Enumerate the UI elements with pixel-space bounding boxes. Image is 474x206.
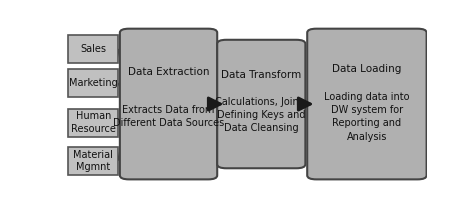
Bar — [68, 35, 118, 63]
FancyBboxPatch shape — [217, 40, 305, 168]
Bar — [68, 109, 118, 137]
Bar — [68, 69, 118, 97]
Text: Human
Resource: Human Resource — [71, 111, 116, 134]
Text: Extracts Data from
Different Data Sources: Extracts Data from Different Data Source… — [113, 105, 224, 128]
Text: Material
Mgmnt: Material Mgmnt — [73, 150, 113, 172]
FancyBboxPatch shape — [120, 29, 217, 179]
Text: Data Extraction: Data Extraction — [128, 67, 210, 77]
Bar — [68, 147, 118, 175]
Text: Data Transform: Data Transform — [221, 70, 301, 81]
Text: Data Loading: Data Loading — [332, 64, 401, 74]
Text: Sales: Sales — [80, 44, 106, 54]
Text: Loading data into
DW system for
Reporting and
Analysis: Loading data into DW system for Reportin… — [324, 92, 410, 142]
Text: Marketing: Marketing — [69, 78, 118, 88]
Text: Calculations, Joins,
Defining Keys and
Data Cleansing: Calculations, Joins, Defining Keys and D… — [215, 97, 307, 133]
FancyBboxPatch shape — [307, 29, 427, 179]
